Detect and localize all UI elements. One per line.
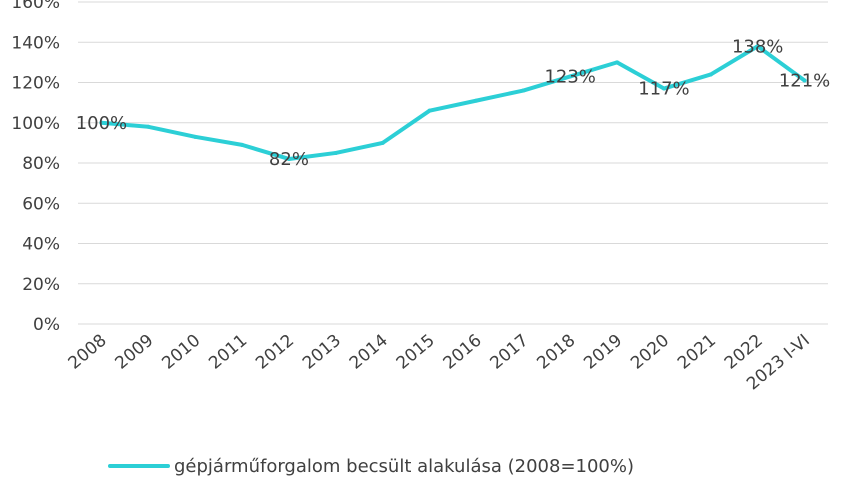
data-point xyxy=(333,150,338,155)
x-tick-label: 2011 xyxy=(205,331,251,374)
x-tick-label: 2020 xyxy=(627,331,673,374)
data-point xyxy=(802,78,807,83)
x-tick-label: 2010 xyxy=(158,331,204,374)
x-tick-label: 2016 xyxy=(440,331,486,374)
data-point xyxy=(286,156,291,161)
x-tick-label: 2009 xyxy=(112,331,158,374)
data-point xyxy=(708,72,713,77)
y-tick-label: 160% xyxy=(11,0,60,13)
data-label: 117% xyxy=(638,79,689,100)
x-tick-label: 2017 xyxy=(487,331,533,374)
data-point xyxy=(568,74,573,79)
data-point xyxy=(661,86,666,91)
y-tick-label: 100% xyxy=(11,114,60,134)
x-axis-tick-labels: 2008 2009 2010 2011 2012 2013 2014 2015 2016 2017… xyxy=(65,331,814,395)
legend: gépjárműforgalom becsült alakulása (2008… xyxy=(108,456,634,477)
legend-label: gépjárműforgalom becsült alakulása (2008… xyxy=(174,456,634,477)
y-tick-label: 20% xyxy=(22,275,60,295)
data-point xyxy=(146,124,151,129)
x-tick-label: 2008 xyxy=(65,331,111,374)
data-point xyxy=(755,44,760,49)
x-tick-label: 2019 xyxy=(580,331,626,374)
data-point xyxy=(193,134,198,139)
data-label: 121% xyxy=(779,70,830,91)
x-tick-label: 2021 xyxy=(674,331,720,374)
gridlines xyxy=(78,1,828,325)
data-label: 138% xyxy=(732,36,783,57)
data-point xyxy=(240,142,245,147)
data-point xyxy=(380,140,385,145)
y-tick-label: 0% xyxy=(33,315,60,335)
data-label: 123% xyxy=(544,66,595,87)
x-tick-label: 2012 xyxy=(252,331,298,374)
data-point xyxy=(427,108,432,113)
data-label: 82% xyxy=(269,149,309,170)
x-tick-label: 2018 xyxy=(533,331,579,374)
y-tick-label: 140% xyxy=(11,33,60,53)
series-line xyxy=(99,44,807,161)
series-layer xyxy=(99,44,807,161)
x-tick-label: 2015 xyxy=(393,331,439,374)
y-tick-label: 60% xyxy=(22,194,60,214)
x-tick-label: 2013 xyxy=(299,331,345,374)
data-point xyxy=(521,88,526,93)
data-point xyxy=(99,120,104,125)
x-tick-label: 2014 xyxy=(346,331,392,374)
data-labels: 100% 82% 123% 117% 138% 121% xyxy=(76,36,831,170)
y-tick-label: 40% xyxy=(22,235,60,255)
data-label: 100% xyxy=(76,113,127,134)
y-axis-tick-labels: 0% 20% 40% 60% 80% 100% 120% 140% 160% xyxy=(11,0,60,335)
y-tick-label: 120% xyxy=(11,74,60,94)
data-point xyxy=(615,60,620,65)
y-tick-label: 80% xyxy=(22,154,60,174)
data-point xyxy=(474,98,479,103)
